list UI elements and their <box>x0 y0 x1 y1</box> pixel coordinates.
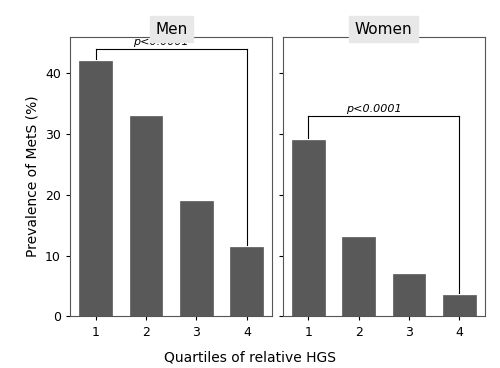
Title: Men: Men <box>155 22 188 37</box>
Bar <box>180 201 213 316</box>
Bar <box>292 140 324 316</box>
Bar <box>230 247 263 316</box>
Bar <box>342 237 375 316</box>
Bar <box>79 61 112 316</box>
Title: Women: Women <box>355 22 412 37</box>
Text: p<0.0001: p<0.0001 <box>134 37 189 47</box>
Y-axis label: Prevalence of MetS (%): Prevalence of MetS (%) <box>26 96 40 258</box>
Bar <box>392 274 426 316</box>
Text: p<0.0001: p<0.0001 <box>346 104 402 114</box>
Bar <box>443 295 476 316</box>
Text: Quartiles of relative HGS: Quartiles of relative HGS <box>164 350 336 364</box>
Bar <box>130 116 162 316</box>
